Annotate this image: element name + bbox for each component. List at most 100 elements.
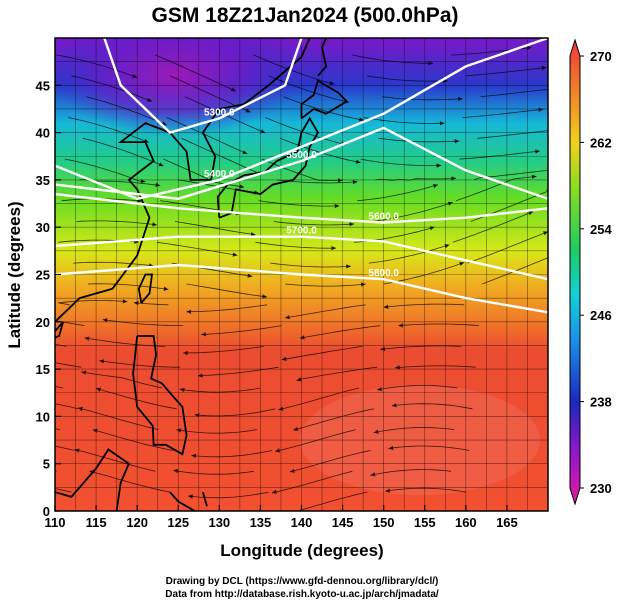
streamline-arrow <box>132 74 138 79</box>
streamline-arrow <box>201 332 206 337</box>
x-axis-label: Longitude (degrees) <box>220 541 383 560</box>
streamline <box>82 137 164 167</box>
streamline-arrow <box>334 203 340 209</box>
streamline-arrow <box>186 309 191 314</box>
streamline <box>380 345 461 350</box>
x-tick-label: 145 <box>332 515 354 530</box>
streamline <box>89 470 171 493</box>
streamline-arrow <box>285 315 290 320</box>
streamline <box>56 54 138 78</box>
contour-line <box>55 263 548 314</box>
y-tick-label: 35 <box>36 173 50 188</box>
streamline-arrow <box>191 453 197 458</box>
contour-label: 5300.0 <box>204 107 235 118</box>
streamline <box>381 96 463 101</box>
streamline-arrow <box>346 264 351 269</box>
y-tick-label: 40 <box>36 126 50 141</box>
streamline-arrow <box>428 61 433 66</box>
streamline-arrow <box>457 96 463 102</box>
streamline <box>367 75 448 82</box>
streamline <box>373 427 455 433</box>
y-axis-ticks: 0 5 10 15 20 25 30 35 40 45 <box>36 78 61 519</box>
x-tick-label: 165 <box>496 515 518 530</box>
streamline <box>191 450 272 458</box>
x-tick-label: 120 <box>126 515 148 530</box>
contour-label: 5700.0 <box>286 226 317 237</box>
streamline <box>368 244 450 264</box>
streamline <box>176 429 258 434</box>
streamline-arrow <box>538 107 544 112</box>
streamline <box>55 403 79 410</box>
streamline-arrow <box>558 252 563 256</box>
x-tick-label: 160 <box>455 515 477 530</box>
streamline <box>55 445 75 451</box>
streamline-arrow <box>96 387 101 392</box>
streamline-arrow <box>163 286 169 291</box>
streamline-arrow <box>454 139 460 144</box>
streamline <box>55 362 82 368</box>
streamline <box>174 221 256 236</box>
contour-line <box>103 38 303 134</box>
streamline-arrow <box>395 365 400 370</box>
colorbar-tick-label: 238 <box>590 395 612 410</box>
streamline <box>273 221 355 226</box>
streamline-arrow <box>176 428 182 433</box>
streamline <box>285 283 366 287</box>
coastline <box>202 491 208 507</box>
streamline <box>102 319 184 326</box>
streamline <box>377 385 458 391</box>
streamline-arrow <box>78 406 83 412</box>
x-tick-label: 115 <box>86 515 107 530</box>
streamline <box>92 429 174 451</box>
streamline <box>55 428 60 430</box>
x-tick-label: 155 <box>414 515 436 530</box>
streamline <box>363 117 445 124</box>
streamline-arrow <box>377 387 382 392</box>
streamline <box>295 491 368 511</box>
streamline-arrow <box>370 472 376 477</box>
streamline <box>278 387 360 411</box>
streamline-arrow <box>391 403 397 408</box>
streamline-arrow <box>383 304 389 309</box>
streamline <box>385 487 466 493</box>
coastline <box>55 321 65 339</box>
streamline-arrow <box>360 282 366 287</box>
streamline <box>81 371 162 389</box>
streamline <box>265 117 346 145</box>
streamline <box>462 108 544 118</box>
streamline-arrow <box>179 387 185 392</box>
streamline-arrow <box>451 176 456 181</box>
x-tick-label: 140 <box>291 515 313 530</box>
streamline <box>55 488 72 493</box>
streamline-arrow <box>429 226 435 231</box>
streamline <box>74 449 156 472</box>
streamline-arrow <box>543 231 548 236</box>
streamline-arrow <box>133 300 139 306</box>
streamline <box>370 469 452 476</box>
streamline-arrow <box>398 323 404 328</box>
colorbar-ticks: 230 238 246 254 262 270 <box>580 49 612 496</box>
colorbar-tick-label: 230 <box>590 481 612 496</box>
contour-label: 5800.0 <box>368 268 399 279</box>
streamline <box>71 75 153 102</box>
streamline <box>173 469 254 475</box>
streamline <box>352 54 433 64</box>
streamline <box>296 366 378 381</box>
streamline-arrow <box>247 273 253 278</box>
streamline <box>68 117 149 143</box>
colorbar-tick-label: 254 <box>590 222 612 237</box>
streamline <box>465 67 547 77</box>
streamline <box>398 323 480 327</box>
streamline <box>166 117 248 155</box>
streamline-arrow <box>299 335 305 340</box>
streamline-arrow <box>1 353 6 357</box>
streamline-arrow <box>338 178 343 183</box>
streamline-arrow <box>329 80 335 86</box>
streamline <box>285 304 366 319</box>
x-axis-ticks: 110 115 120 125 130 135 140 145 150 155 160 165 <box>45 505 518 530</box>
streamline-arrow <box>281 356 287 361</box>
streamline-arrow <box>528 211 534 216</box>
streamline <box>99 360 180 368</box>
streamline <box>375 177 457 181</box>
streamline <box>186 283 268 298</box>
